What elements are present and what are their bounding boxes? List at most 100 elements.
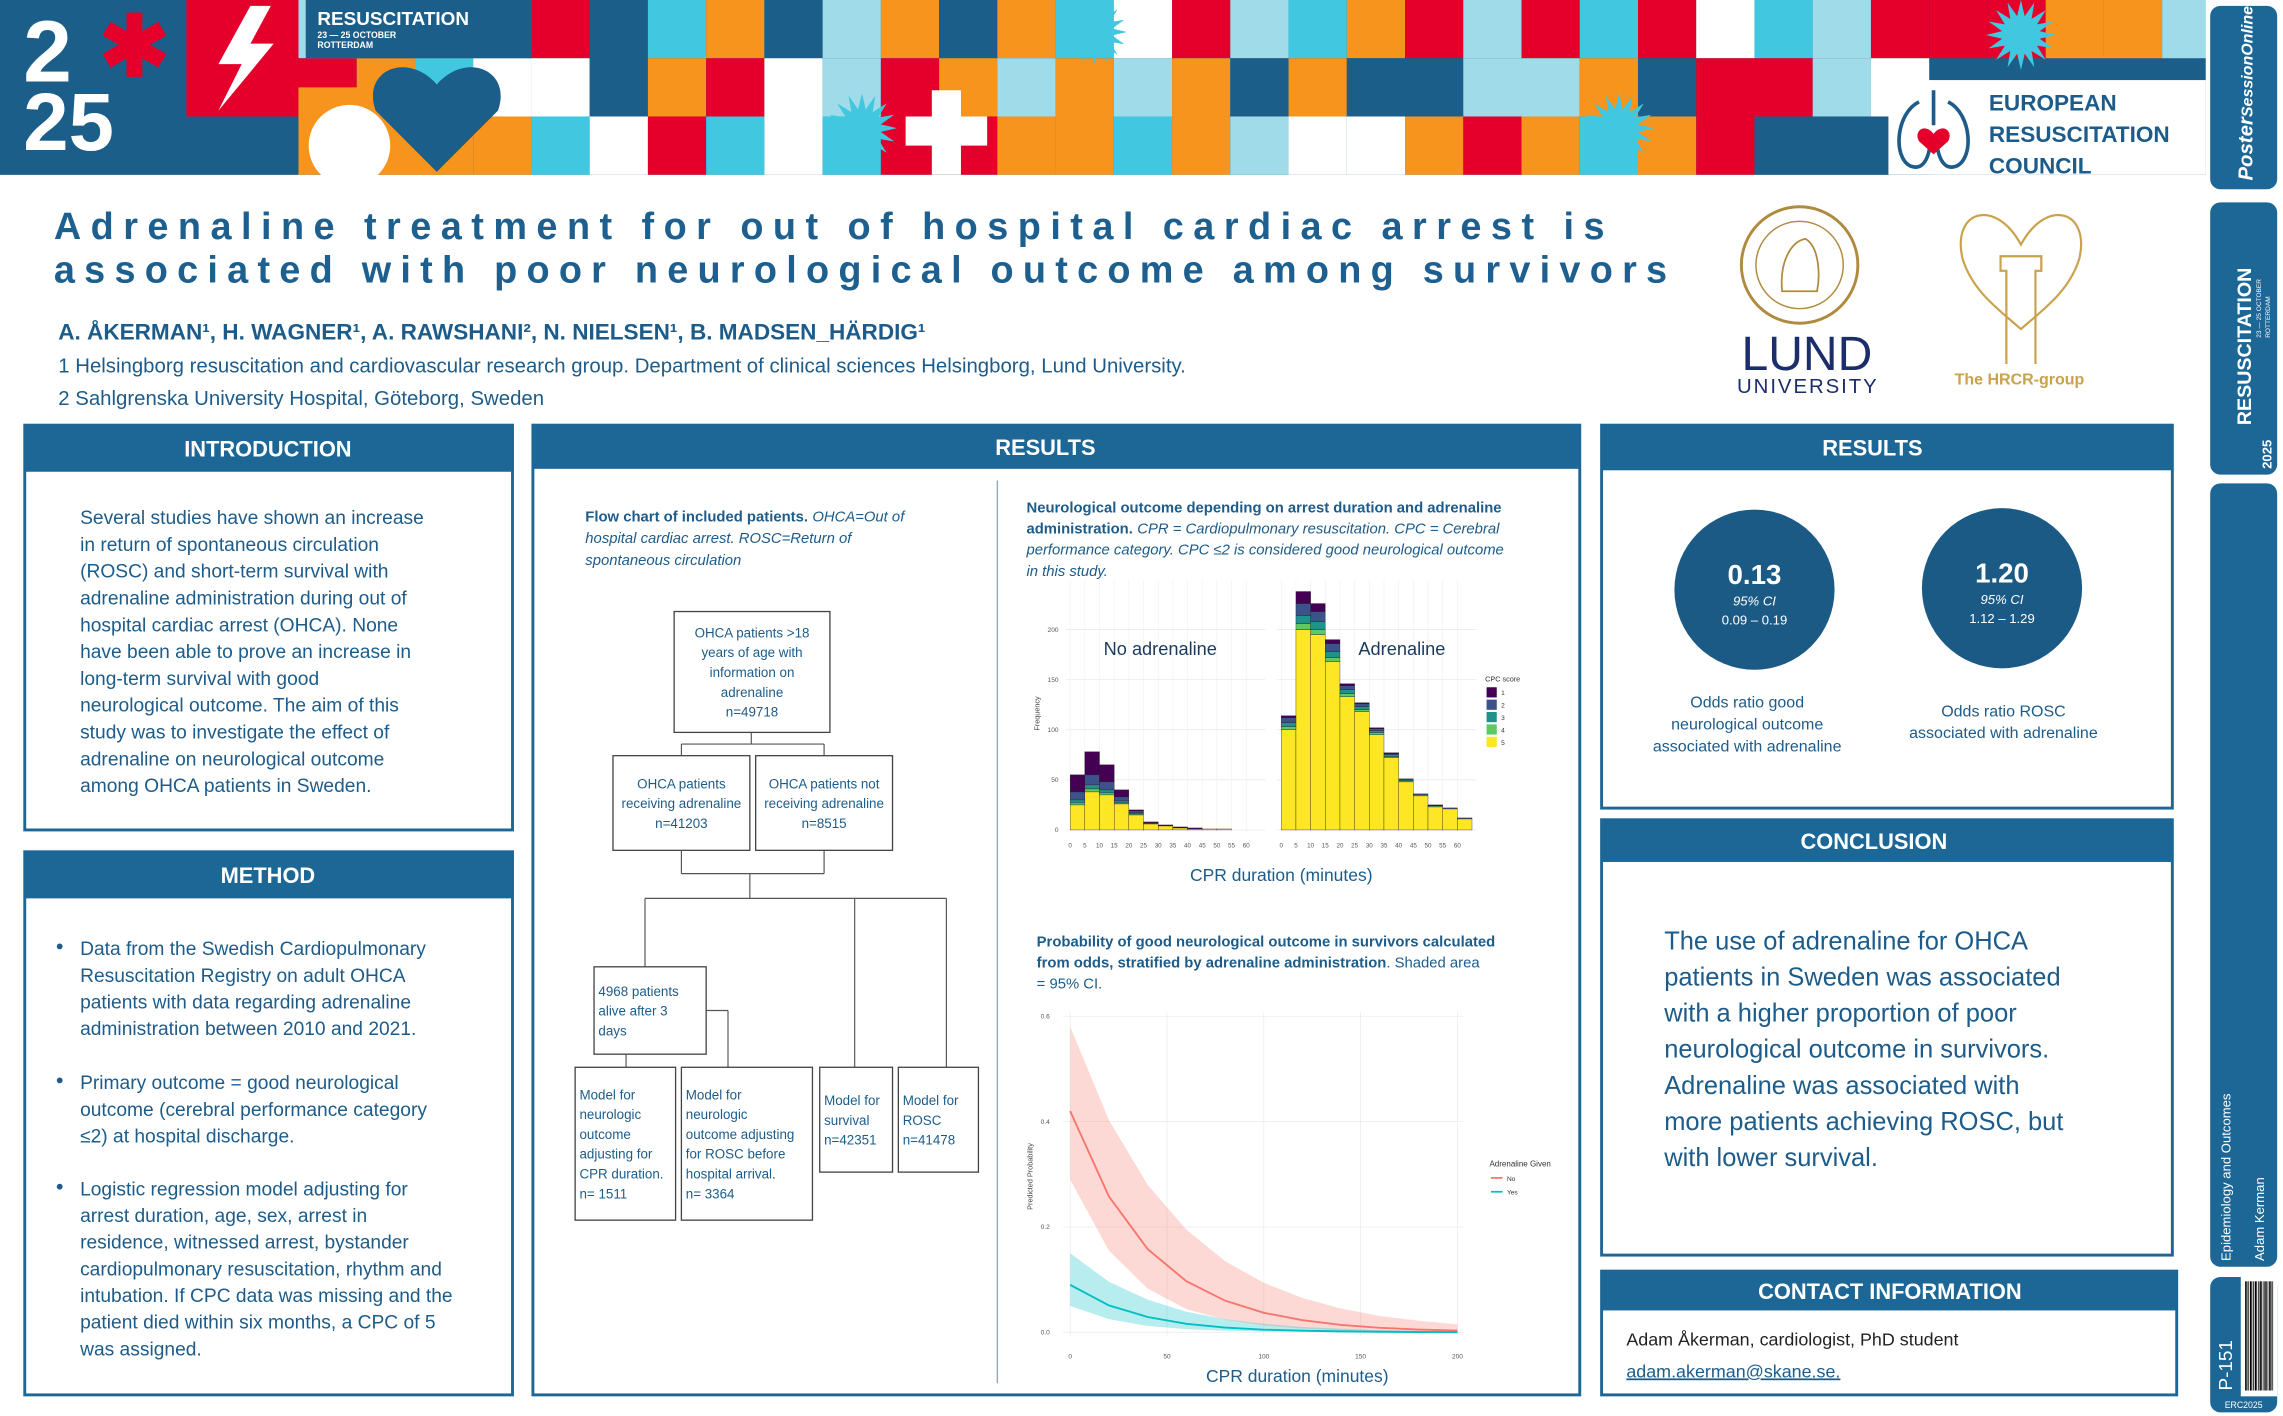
- conclusion-line: Adrenaline was associated with: [1664, 1072, 2019, 1100]
- x-tick-label: 150: [1355, 1353, 1366, 1360]
- x-tick-label: 50: [1425, 842, 1432, 849]
- conclusion-line: patients in Sweden was associated: [1664, 963, 2060, 991]
- histogram-bar: [1128, 814, 1144, 831]
- y-tick-label: 200: [1048, 627, 1059, 634]
- banner-plus: [905, 116, 988, 146]
- x-tick-label: 60: [1454, 842, 1461, 849]
- histogram-bar: [1172, 827, 1188, 831]
- histogram-bar: [1354, 711, 1370, 831]
- x-tick-label: 25: [1351, 842, 1358, 849]
- banner-bolt: [218, 5, 274, 111]
- method-line: Primary outcome = good neurological: [80, 1073, 399, 1094]
- odds-caption: associated with adrenaline: [1909, 725, 2098, 742]
- conclusion-line: with a higher proportion of poor: [1663, 1000, 2017, 1028]
- banner-tile: [706, 58, 765, 117]
- histogram-bar: [1398, 778, 1414, 781]
- authors: A. ÅKERMAN¹, H. WAGNER¹, A. RAWSHANI², N…: [58, 318, 925, 344]
- panel-header: [1601, 819, 2173, 862]
- flow-box: [897, 1066, 980, 1173]
- caption-text: in this study.: [1026, 564, 1107, 580]
- sidebar-author: Adam Kerman: [2252, 1177, 2267, 1261]
- histogram-bar: [1325, 639, 1341, 644]
- barcode-bar: [2256, 1281, 2258, 1391]
- flow-text: Model for: [579, 1087, 635, 1102]
- x-tick-label: 15: [1322, 842, 1329, 849]
- banner-tile: [1405, 58, 1464, 117]
- banner-star: [1584, 93, 1655, 164]
- banner-tile: [997, 0, 1056, 59]
- banner-tile: [2045, 0, 2104, 59]
- logo-year: 25: [23, 77, 114, 168]
- event-dates: 23 — 25 OCTOBER: [317, 30, 397, 40]
- histogram-bar: [1354, 702, 1370, 704]
- histogram-bar: [1084, 774, 1100, 786]
- histogram-bar: [1069, 802, 1086, 806]
- barcode-bar: [2246, 1281, 2248, 1391]
- x-tick-label: 40: [1395, 842, 1402, 849]
- flow-text: receiving adrenaline: [622, 796, 742, 811]
- histogram-bar: [1369, 734, 1385, 831]
- flow-box: [680, 1066, 814, 1221]
- banner-tile: [1113, 0, 1173, 59]
- logo-asterisk: ✱: [99, 0, 170, 94]
- caption-line: Probability of good neurological outcome…: [1037, 934, 1496, 950]
- caption-text: OHCA=Out of: [812, 509, 906, 525]
- histogram-bar: [1369, 730, 1385, 733]
- sidebar-tab: [2210, 5, 2278, 190]
- histogram-bar: [1295, 603, 1311, 616]
- banner-tile: [880, 58, 940, 117]
- histogram-bar: [1113, 796, 1130, 802]
- histogram-bar: [1128, 810, 1144, 814]
- legend-key: [1486, 712, 1497, 723]
- banner-tile: [1288, 58, 1347, 117]
- flow-text: n=42351: [824, 1133, 876, 1148]
- barcode-bar: [2248, 1281, 2250, 1391]
- x-tick-label: 55: [1228, 842, 1235, 849]
- histogram-bar: [1310, 621, 1326, 630]
- histogram-bar: [1442, 808, 1458, 831]
- intro-line: have been able to prove an increase in: [80, 642, 411, 663]
- histogram-bar: [1113, 803, 1130, 831]
- histogram-bar: [1339, 696, 1355, 831]
- banner-tile: [1230, 116, 1289, 175]
- lund-name: LUND: [1742, 328, 1873, 381]
- histogram-bar: [1339, 683, 1355, 686]
- sidebar-tab: [2210, 483, 2278, 1267]
- method-line: cardiopulmonary resuscitation, rhythm an…: [80, 1259, 442, 1280]
- flow-text: neurologic: [579, 1107, 641, 1122]
- intro-line: study was to investigate the effect of: [80, 723, 390, 744]
- intro-line: neurological outcome. The aim of this: [80, 696, 399, 717]
- flow-text: n=8515: [802, 816, 847, 831]
- sidebar-event: RESUSCITATION: [2234, 268, 2256, 426]
- histogram-bar: [1295, 591, 1311, 604]
- histogram-bar: [1099, 792, 1115, 796]
- caption-text: Probability of good neurological outcome…: [1037, 934, 1496, 950]
- banner-tile: [764, 58, 823, 117]
- banner-tile: [997, 58, 1056, 117]
- sidebar-topic: Epidemiology and Outcomes: [2219, 1093, 2234, 1261]
- legend-label: 1: [1501, 690, 1505, 697]
- conclusion-line: The use of adrenaline for OHCA: [1664, 927, 2028, 955]
- barcode-bar: [2259, 1281, 2261, 1391]
- bullet: [56, 943, 63, 950]
- banner-tile: [589, 58, 648, 117]
- erc-lungs: [1897, 90, 1970, 169]
- x-tick-label: 15: [1111, 842, 1118, 849]
- flow-text: Model for: [686, 1087, 742, 1102]
- banner-tile: [706, 116, 765, 175]
- banner-text-bg: [305, 0, 532, 59]
- x-tick-label: 100: [1258, 1353, 1269, 1360]
- x-axis-label: CPR duration (minutes): [1206, 1366, 1389, 1386]
- flow-box: [574, 1066, 677, 1221]
- banner-tile: [1405, 116, 1464, 175]
- method-line: residence, witnessed arrest, bystander: [80, 1233, 409, 1254]
- banner-tile: [1870, 0, 1930, 59]
- banner-tile: [1754, 0, 1813, 59]
- x-tick-label: 5: [1083, 842, 1087, 849]
- banner-star: [1985, 0, 2056, 70]
- intro-line: Several studies have shown an increase: [80, 508, 424, 529]
- contact-email[interactable]: adam.akerman@skane.se.: [1626, 1361, 1840, 1381]
- panel-box: [1600, 818, 2174, 1257]
- x-tick-label: 40: [1184, 842, 1191, 849]
- panel-heading: RESULTS: [995, 435, 1095, 460]
